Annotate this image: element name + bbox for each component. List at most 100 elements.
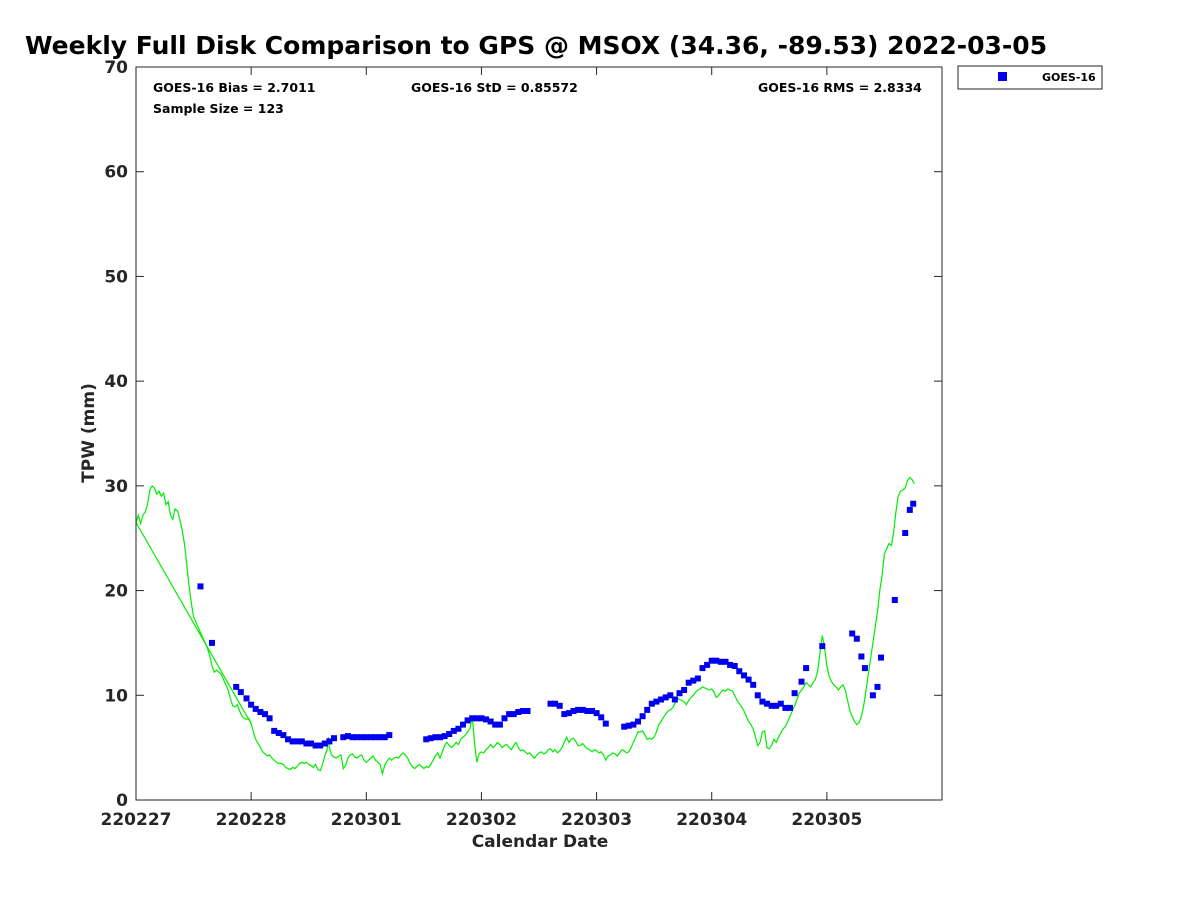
data-point-goes16 bbox=[252, 705, 259, 712]
data-point-goes16 bbox=[377, 734, 384, 741]
data-point-goes16 bbox=[704, 661, 711, 668]
data-point-goes16 bbox=[464, 717, 471, 724]
data-point-goes16 bbox=[280, 732, 287, 739]
y-tick-label: 50 bbox=[104, 267, 128, 287]
data-point-goes16 bbox=[791, 690, 798, 697]
data-point-goes16 bbox=[363, 734, 370, 741]
data-point-goes16 bbox=[524, 708, 531, 714]
data-point-goes16 bbox=[455, 725, 462, 732]
plot-frame bbox=[135, 66, 943, 801]
data-point-goes16 bbox=[869, 692, 876, 699]
data-point-goes16 bbox=[473, 715, 480, 722]
data-point-goes16 bbox=[460, 721, 466, 728]
data-point-goes16 bbox=[773, 702, 780, 709]
legend-label-goes16: GOES-16 bbox=[1042, 71, 1096, 84]
data-point-goes16 bbox=[367, 734, 374, 741]
data-point-goes16 bbox=[584, 708, 591, 714]
data-point-goes16 bbox=[874, 683, 881, 690]
data-point-goes16 bbox=[271, 727, 278, 734]
data-point-goes16 bbox=[552, 700, 559, 707]
data-point-goes16 bbox=[787, 704, 793, 711]
data-point-goes16 bbox=[902, 530, 909, 536]
data-point-goes16 bbox=[570, 708, 577, 714]
data-point-goes16 bbox=[819, 643, 826, 650]
data-point-goes16 bbox=[515, 709, 522, 715]
stat-bias: GOES-16 Bias = 2.7011 bbox=[153, 80, 315, 95]
data-point-goes16 bbox=[750, 681, 757, 688]
data-point-goes16 bbox=[483, 716, 489, 723]
x-tick-label: 220305 bbox=[791, 810, 862, 830]
data-point-goes16 bbox=[777, 700, 784, 707]
data-point-goes16 bbox=[209, 639, 215, 646]
data-point-goes16 bbox=[579, 706, 586, 713]
data-point-goes16 bbox=[858, 653, 865, 660]
data-point-goes16 bbox=[317, 742, 324, 749]
data-point-goes16 bbox=[694, 675, 701, 682]
data-point-goes16 bbox=[501, 715, 508, 722]
data-point-goes16 bbox=[671, 696, 678, 703]
stat-sample-size: Sample Size = 123 bbox=[153, 101, 284, 116]
data-point-goes16 bbox=[561, 711, 568, 718]
data-point-goes16 bbox=[478, 715, 485, 722]
y-tick-label: 20 bbox=[104, 582, 128, 602]
y-tick-label: 30 bbox=[104, 477, 128, 497]
data-point-goes16 bbox=[556, 702, 563, 709]
data-point-goes16 bbox=[764, 700, 770, 707]
x-tick-label: 220301 bbox=[331, 810, 402, 830]
data-point-goes16 bbox=[321, 740, 328, 747]
data-point-goes16 bbox=[506, 711, 513, 718]
data-point-goes16 bbox=[575, 706, 582, 713]
data-point-goes16 bbox=[635, 718, 641, 725]
data-point-goes16 bbox=[349, 734, 356, 741]
data-point-goes16 bbox=[381, 734, 388, 741]
data-point-goes16 bbox=[340, 734, 347, 741]
data-point-goes16 bbox=[312, 742, 319, 749]
data-point-goes16 bbox=[910, 500, 917, 507]
series-line-gps-segment bbox=[135, 522, 252, 724]
data-point-goes16 bbox=[630, 721, 637, 728]
data-point-goes16 bbox=[487, 718, 494, 725]
data-point-goes16 bbox=[547, 700, 554, 707]
y-tick-label: 0 bbox=[116, 791, 128, 811]
x-tick-label: 220303 bbox=[561, 810, 632, 830]
data-point-goes16 bbox=[446, 731, 453, 737]
data-point-goes16 bbox=[354, 734, 361, 741]
y-tick-label: 10 bbox=[104, 686, 128, 706]
data-point-goes16 bbox=[285, 736, 291, 743]
data-point-goes16 bbox=[648, 700, 655, 707]
data-point-goes16 bbox=[625, 722, 632, 729]
data-point-goes16 bbox=[427, 735, 434, 742]
data-point-goes16 bbox=[326, 738, 333, 745]
data-point-goes16 bbox=[639, 713, 646, 720]
data-point-goes16 bbox=[589, 708, 595, 714]
data-point-goes16 bbox=[197, 583, 204, 590]
data-point-goes16 bbox=[437, 734, 443, 741]
y-axis: 0 10 20 30 40 50 60 70 bbox=[104, 58, 942, 811]
stat-rms: GOES-16 RMS = 2.8334 bbox=[758, 80, 922, 95]
data-point-goes16 bbox=[248, 701, 255, 708]
data-point-goes16 bbox=[496, 721, 503, 728]
plot-area bbox=[135, 476, 917, 777]
data-point-goes16 bbox=[708, 657, 715, 664]
x-tick-label: 220304 bbox=[676, 810, 747, 830]
data-point-goes16 bbox=[275, 730, 282, 736]
data-point-goes16 bbox=[662, 694, 669, 701]
data-point-goes16 bbox=[878, 654, 884, 661]
data-point-goes16 bbox=[386, 732, 393, 739]
data-point-goes16 bbox=[653, 698, 660, 705]
data-point-goes16 bbox=[798, 678, 805, 685]
data-point-goes16 bbox=[667, 692, 674, 699]
data-point-goes16 bbox=[803, 665, 810, 672]
data-point-goes16 bbox=[717, 658, 724, 665]
data-point-goes16 bbox=[598, 714, 605, 721]
data-point-goes16 bbox=[303, 740, 310, 747]
data-point-goes16 bbox=[593, 710, 600, 717]
data-point-goes16 bbox=[754, 692, 761, 699]
data-point-goes16 bbox=[289, 738, 296, 745]
data-point-goes16 bbox=[266, 715, 273, 722]
data-point-goes16 bbox=[257, 709, 264, 715]
x-axis: 220227 220228 220301 220302 220303 220304 2203… bbox=[101, 67, 862, 830]
x-tick-label: 220302 bbox=[446, 810, 517, 830]
data-point-goes16 bbox=[358, 734, 365, 741]
data-point-goes16 bbox=[423, 736, 430, 743]
